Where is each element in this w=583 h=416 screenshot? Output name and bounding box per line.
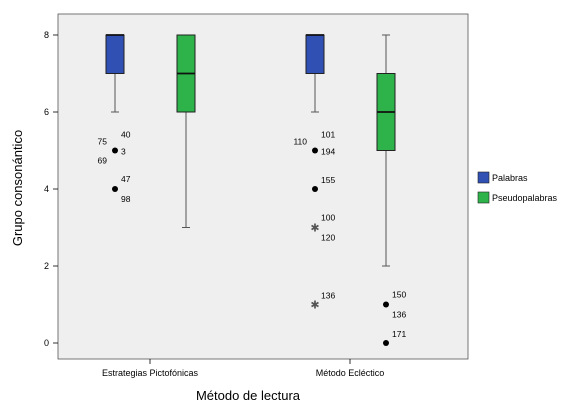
legend-label-pseudopalabras: Pseudopalabras bbox=[492, 193, 558, 203]
box-estrategias-pictofonicas-palabras-outlier-0-label-0: 75 bbox=[98, 137, 108, 147]
y-tick-label-0: 0 bbox=[44, 338, 49, 348]
box-estrategias-pictofonicas-palabras-outlier-0-label-3: 69 bbox=[98, 156, 108, 166]
box-metodo-eclectico-palabras-outlier-2-label-1: 120 bbox=[321, 233, 335, 243]
y-tick-label-4: 4 bbox=[44, 184, 49, 194]
y-tick-label-2: 2 bbox=[44, 261, 49, 271]
legend: Palabras Pseudopalabras bbox=[477, 171, 558, 204]
x-axis-title: Método de lectura bbox=[196, 388, 301, 403]
box-metodo-eclectico-palabras-outlier-0-label-0: 110 bbox=[293, 137, 307, 147]
box-estrategias-pictofonicas-palabras: 75 40 3 69 47 98 bbox=[98, 34, 131, 204]
box-estrategias-pictofonicas-palabras-outlier-1-point bbox=[112, 186, 118, 192]
box-metodo-eclectico-palabras-outlier-3-label-0: 136 bbox=[321, 291, 335, 301]
box-metodo-eclectico-palabras-outlier-0-point bbox=[312, 147, 318, 154]
box-estrategias-pictofonicas-palabras-outlier-0-point bbox=[112, 147, 118, 154]
box-estrategias-pictofonicas-palabras-iqr bbox=[105, 34, 125, 74]
box-estrategias-pictofonicas-pseudopalabras bbox=[176, 34, 196, 228]
box-estrategias-pictofonicas-palabras-outlier-1-label-0: 47 bbox=[121, 174, 131, 184]
box-metodo-eclectico-pseudopalabras: 150 136 171 bbox=[376, 34, 406, 346]
box-metodo-eclectico-pseudopalabras-outlier-0-point bbox=[383, 301, 389, 308]
y-tick-label-8: 8 bbox=[44, 30, 49, 40]
box-metodo-eclectico-palabras-outlier-0-label-1: 101 bbox=[321, 130, 335, 140]
y-tick-label-6: 6 bbox=[44, 107, 49, 117]
box-metodo-eclectico-palabras-outlier-0-label-2: 194 bbox=[321, 147, 335, 157]
y-axis-title: Grupo consonántico bbox=[10, 130, 25, 246]
plot-area bbox=[57, 13, 469, 360]
x-tick-label-metodo-eclectico: Método Ecléctico bbox=[316, 368, 385, 378]
box-metodo-eclectico-palabras-outlier-2-star: ✱ bbox=[310, 222, 319, 235]
box-estrategias-pictofonicas-palabras-outlier-0-label-1: 40 bbox=[121, 130, 131, 140]
legend-swatch-pseudopalabras bbox=[477, 191, 490, 204]
box-metodo-eclectico-palabras-outlier-2-label-0: 100 bbox=[321, 213, 335, 223]
box-metodo-eclectico-palabras-iqr bbox=[305, 34, 325, 74]
box-metodo-eclectico-pseudopalabras-outlier-1-point bbox=[383, 340, 389, 346]
legend-label-palabras: Palabras bbox=[492, 173, 528, 183]
box-metodo-eclectico-pseudopalabras-outlier-0-label-0: 150 bbox=[392, 290, 406, 300]
box-estrategias-pictofonicas-palabras-outlier-0-label-2: 3 bbox=[121, 147, 126, 157]
box-estrategias-pictofonicas-palabras-outlier-1-label-1: 98 bbox=[121, 194, 131, 204]
box-metodo-eclectico-palabras-outlier-1-point bbox=[312, 186, 318, 192]
box-metodo-eclectico-palabras-outlier-3-star: ✱ bbox=[310, 299, 319, 312]
x-tick-label-estrategias-pictofonicas: Estrategias Pictofónicas bbox=[102, 368, 199, 378]
box-metodo-eclectico-pseudopalabras-outlier-1-label-0: 171 bbox=[392, 329, 406, 339]
box-metodo-eclectico-palabras-outlier-1-label-0: 155 bbox=[321, 175, 335, 185]
legend-swatch-palabras bbox=[477, 171, 490, 184]
box-metodo-eclectico-pseudopalabras-outlier-0-label-1: 136 bbox=[392, 310, 406, 320]
